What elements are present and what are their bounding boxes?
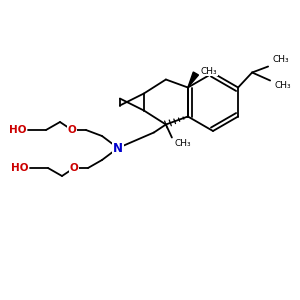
Text: CH₃: CH₃ <box>274 82 291 91</box>
Text: CH₃: CH₃ <box>175 140 191 148</box>
Text: HO: HO <box>11 163 28 173</box>
Text: O: O <box>68 125 76 135</box>
Text: O: O <box>70 163 78 173</box>
Text: CH₃: CH₃ <box>201 67 217 76</box>
Text: N: N <box>113 142 123 154</box>
Text: CH₃: CH₃ <box>272 56 289 64</box>
Text: HO: HO <box>8 125 26 135</box>
Polygon shape <box>188 72 199 88</box>
